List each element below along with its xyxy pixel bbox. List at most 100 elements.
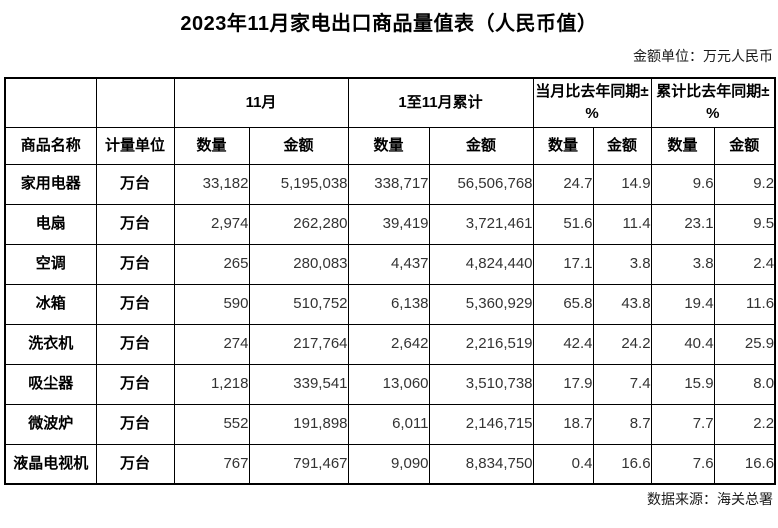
header-group-row: 11月 1至11月累计 当月比去年同期±% 累计比去年同期±% bbox=[4, 77, 776, 128]
value-cell: 7.4 bbox=[592, 363, 652, 405]
value-cell: 791,467 bbox=[248, 443, 349, 485]
value-cell: 552 bbox=[173, 403, 250, 445]
unit-cell: 万台 bbox=[95, 163, 175, 205]
unit-cell: 万台 bbox=[95, 403, 175, 445]
product-name-cell: 空调 bbox=[4, 243, 97, 285]
table-row: 冰箱 万台 590 510,752 6,138 5,360,929 65.8 4… bbox=[4, 283, 776, 325]
value-cell: 0.4 bbox=[532, 443, 594, 485]
value-cell: 9.6 bbox=[650, 163, 715, 205]
value-cell: 11.4 bbox=[592, 203, 652, 245]
value-cell: 17.9 bbox=[532, 363, 594, 405]
value-cell: 24.7 bbox=[532, 163, 594, 205]
product-name-cell: 家用电器 bbox=[4, 163, 97, 205]
value-cell: 16.6 bbox=[592, 443, 652, 485]
col-header-amount: 金额 bbox=[248, 126, 349, 165]
table-row: 吸尘器 万台 1,218 339,541 13,060 3,510,738 17… bbox=[4, 363, 776, 405]
value-cell: 23.1 bbox=[650, 203, 715, 245]
unit-cell: 万台 bbox=[95, 363, 175, 405]
value-cell: 6,011 bbox=[347, 403, 430, 445]
product-name-cell: 电扇 bbox=[4, 203, 97, 245]
value-cell: 280,083 bbox=[248, 243, 349, 285]
unit-cell: 万台 bbox=[95, 323, 175, 365]
value-cell: 11.6 bbox=[713, 283, 776, 325]
value-cell: 4,437 bbox=[347, 243, 430, 285]
value-cell: 39,419 bbox=[347, 203, 430, 245]
value-cell: 510,752 bbox=[248, 283, 349, 325]
value-cell: 2,642 bbox=[347, 323, 430, 365]
value-cell: 9.5 bbox=[713, 203, 776, 245]
value-cell: 33,182 bbox=[173, 163, 250, 205]
product-name-cell: 冰箱 bbox=[4, 283, 97, 325]
value-cell: 262,280 bbox=[248, 203, 349, 245]
col-header-product: 商品名称 bbox=[4, 126, 97, 165]
value-cell: 2,974 bbox=[173, 203, 250, 245]
col-header-quantity: 数量 bbox=[347, 126, 430, 165]
value-cell: 25.9 bbox=[713, 323, 776, 365]
value-cell: 2,146,715 bbox=[428, 403, 534, 445]
col-header-quantity: 数量 bbox=[532, 126, 594, 165]
table-row: 液晶电视机 万台 767 791,467 9,090 8,834,750 0.4… bbox=[4, 443, 776, 485]
page-title: 2023年11月家电出口商品量值表（人民币值） bbox=[180, 13, 598, 35]
value-cell: 265 bbox=[173, 243, 250, 285]
value-cell: 8,834,750 bbox=[428, 443, 534, 485]
product-name-cell: 液晶电视机 bbox=[4, 443, 97, 485]
value-cell: 3.8 bbox=[650, 243, 715, 285]
export-table: 11月 1至11月累计 当月比去年同期±% 累计比去年同期±% 商品名称 计量单… bbox=[4, 77, 777, 485]
value-cell: 17.1 bbox=[532, 243, 594, 285]
unit-cell: 万台 bbox=[95, 203, 175, 245]
unit-cell: 万台 bbox=[95, 443, 175, 485]
col-header-quantity: 数量 bbox=[650, 126, 715, 165]
value-cell: 8.7 bbox=[592, 403, 652, 445]
value-cell: 5,195,038 bbox=[248, 163, 349, 205]
value-cell: 1,218 bbox=[173, 363, 250, 405]
value-cell: 2.2 bbox=[713, 403, 776, 445]
value-cell: 8.0 bbox=[713, 363, 776, 405]
col-header-amount: 金额 bbox=[592, 126, 652, 165]
value-cell: 7.7 bbox=[650, 403, 715, 445]
value-cell: 43.8 bbox=[592, 283, 652, 325]
value-cell: 18.7 bbox=[532, 403, 594, 445]
value-cell: 3,510,738 bbox=[428, 363, 534, 405]
value-cell: 3,721,461 bbox=[428, 203, 534, 245]
table-row: 微波炉 万台 552 191,898 6,011 2,146,715 18.7 … bbox=[4, 403, 776, 445]
product-name-cell: 吸尘器 bbox=[4, 363, 97, 405]
value-cell: 42.4 bbox=[532, 323, 594, 365]
col-header-amount: 金额 bbox=[428, 126, 534, 165]
value-cell: 5,360,929 bbox=[428, 283, 534, 325]
value-cell: 19.4 bbox=[650, 283, 715, 325]
value-cell: 56,506,768 bbox=[428, 163, 534, 205]
value-cell: 13,060 bbox=[347, 363, 430, 405]
value-cell: 590 bbox=[173, 283, 250, 325]
col-header-quantity: 数量 bbox=[173, 126, 250, 165]
value-cell: 16.6 bbox=[713, 443, 776, 485]
value-cell: 14.9 bbox=[592, 163, 652, 205]
col-header-unit: 计量单位 bbox=[95, 126, 175, 165]
table-row: 洗衣机 万台 274 217,764 2,642 2,216,519 42.4 … bbox=[4, 323, 776, 365]
empty-header-cell bbox=[95, 77, 175, 128]
col-group-cumulative: 1至11月累计 bbox=[347, 77, 534, 128]
value-cell: 339,541 bbox=[248, 363, 349, 405]
col-group-month-yoy: 当月比去年同期±% bbox=[532, 77, 652, 128]
value-cell: 2,216,519 bbox=[428, 323, 534, 365]
table-row: 家用电器 万台 33,182 5,195,038 338,717 56,506,… bbox=[4, 163, 776, 205]
value-cell: 191,898 bbox=[248, 403, 349, 445]
col-group-cumulative-yoy: 累计比去年同期±% bbox=[650, 77, 776, 128]
unit-cell: 万台 bbox=[95, 283, 175, 325]
value-cell: 767 bbox=[173, 443, 250, 485]
value-cell: 51.6 bbox=[532, 203, 594, 245]
unit-cell: 万台 bbox=[95, 243, 175, 285]
empty-header-cell bbox=[4, 77, 97, 128]
header-sub-row: 商品名称 计量单位 数量 金额 数量 金额 数量 金额 数量 金额 bbox=[4, 126, 776, 165]
value-cell: 15.9 bbox=[650, 363, 715, 405]
source-note: 数据来源：海关总署 bbox=[647, 491, 773, 507]
value-cell: 4,824,440 bbox=[428, 243, 534, 285]
value-cell: 65.8 bbox=[532, 283, 594, 325]
value-cell: 6,138 bbox=[347, 283, 430, 325]
value-cell: 217,764 bbox=[248, 323, 349, 365]
value-cell: 2.4 bbox=[713, 243, 776, 285]
value-cell: 274 bbox=[173, 323, 250, 365]
value-cell: 40.4 bbox=[650, 323, 715, 365]
table-row: 电扇 万台 2,974 262,280 39,419 3,721,461 51.… bbox=[4, 203, 776, 245]
col-group-november: 11月 bbox=[173, 77, 349, 128]
